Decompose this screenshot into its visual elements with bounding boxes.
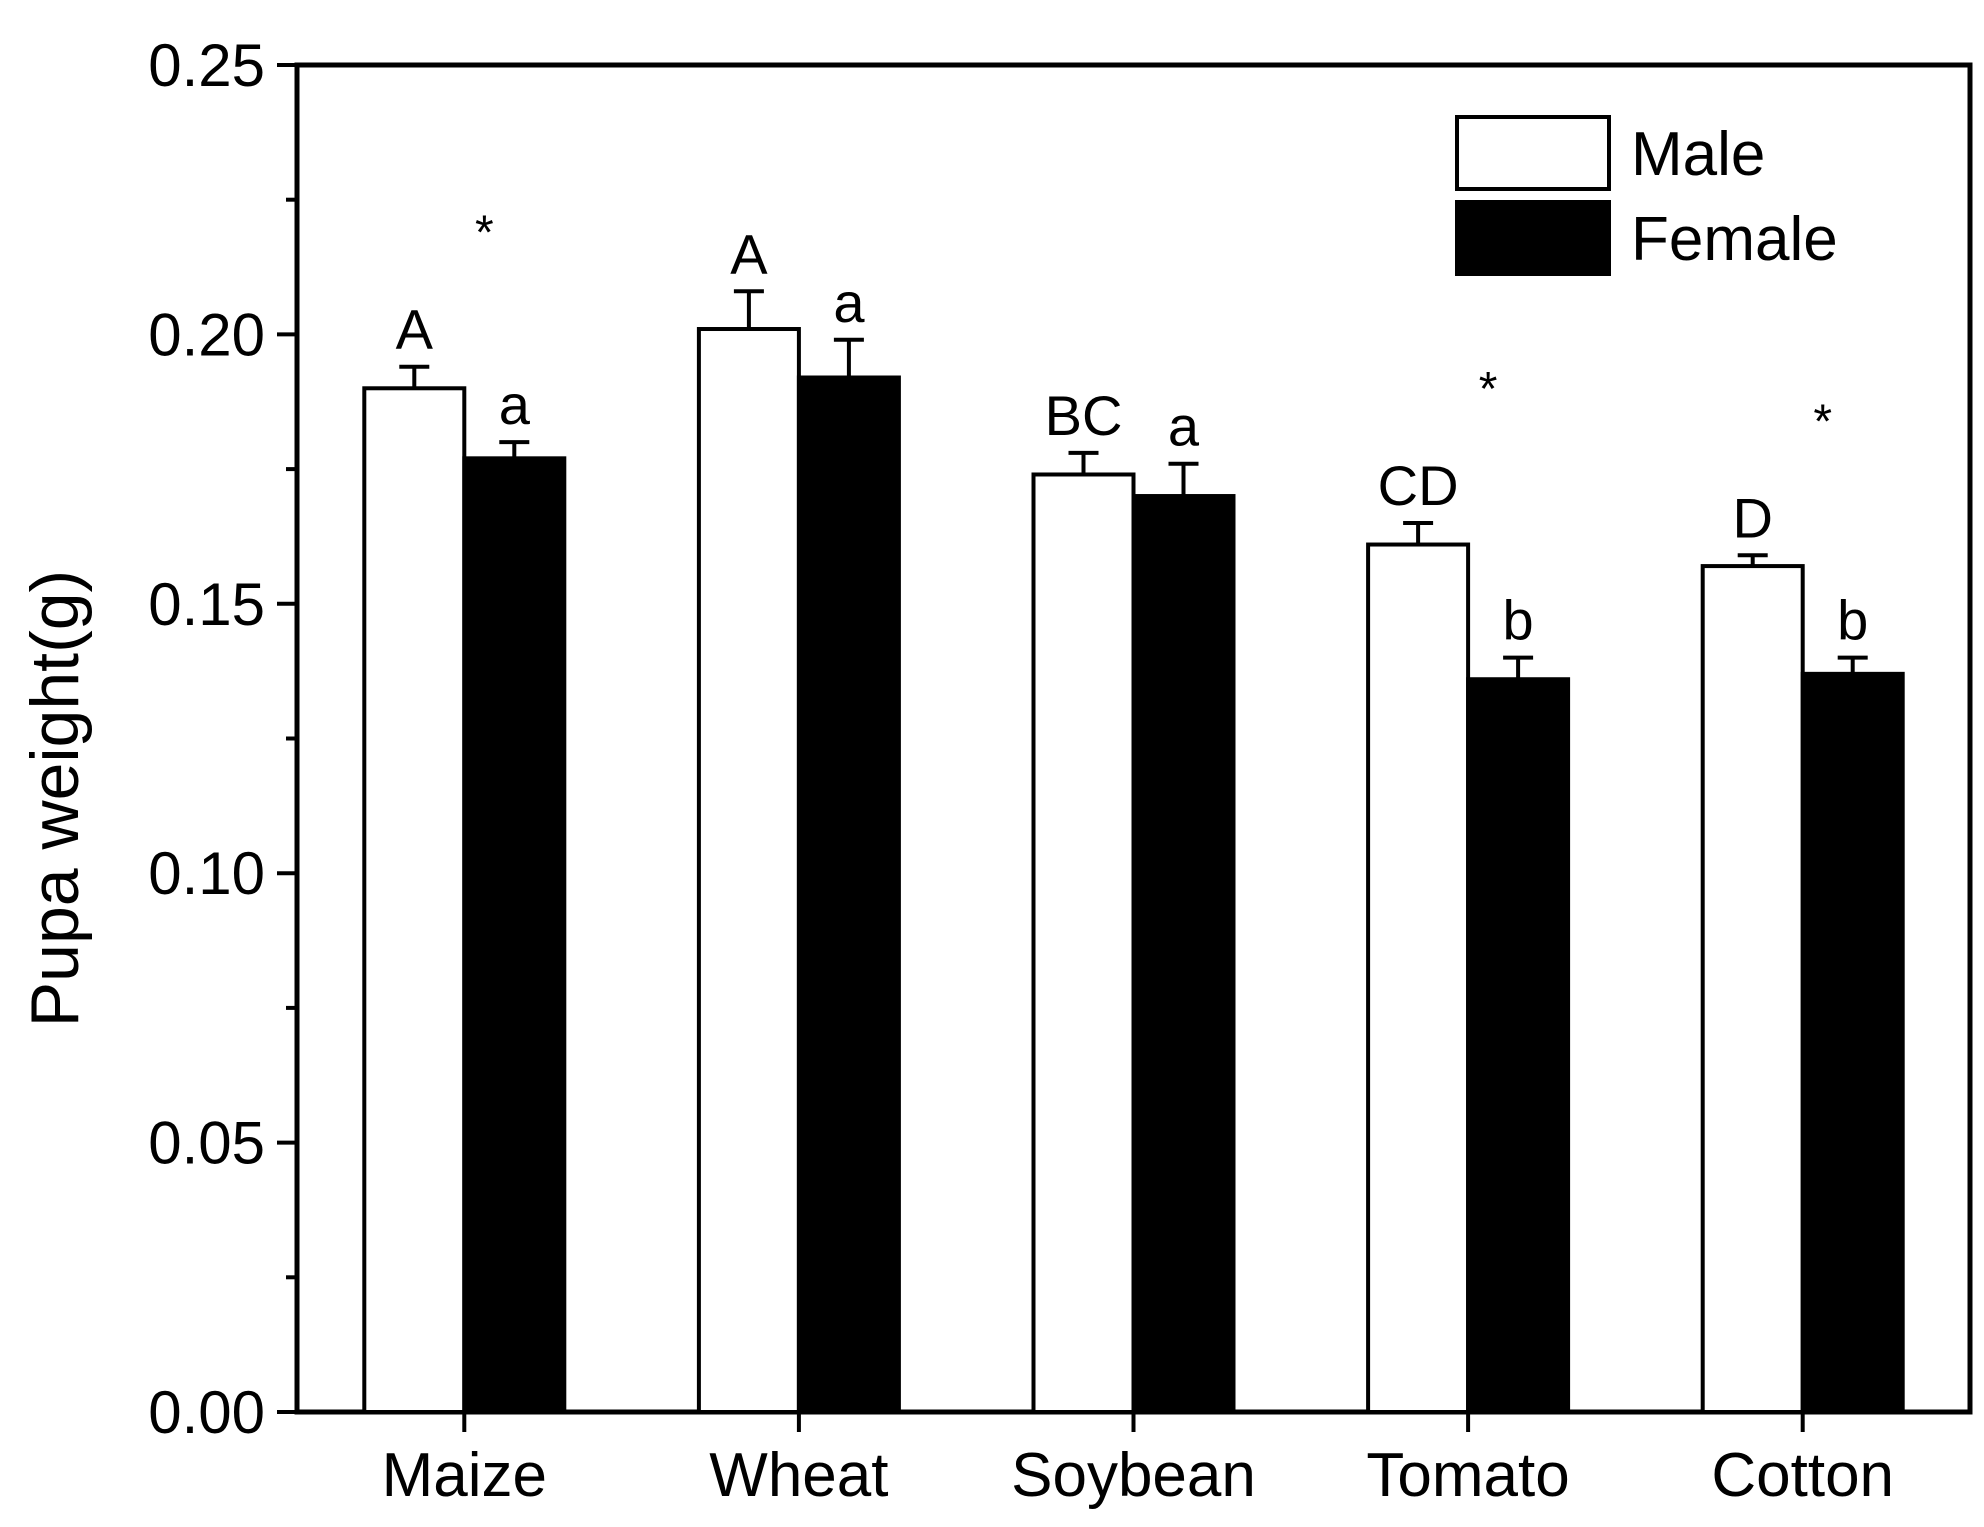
male-letter: CD — [1378, 454, 1459, 517]
female-bar — [1131, 494, 1236, 1415]
y-tick-label: 0.05 — [148, 1110, 265, 1177]
male-letter: D — [1732, 486, 1772, 549]
x-category-label: Maize — [382, 1441, 547, 1510]
female-bar — [1466, 677, 1571, 1414]
x-category-label: Cotton — [1711, 1441, 1894, 1510]
female-letter: a — [833, 271, 865, 334]
female-bar — [796, 375, 901, 1414]
female-bar — [1800, 671, 1905, 1414]
female-letter: a — [499, 373, 531, 436]
female-bar — [462, 456, 567, 1415]
male-letter: A — [730, 222, 768, 285]
female-letter: a — [1168, 395, 1200, 458]
y-axis-title: Pupa weight(g) — [17, 570, 93, 1027]
female-letter: b — [1503, 589, 1534, 652]
legend-label-male: Male — [1631, 120, 1765, 189]
axes-layer: 0.00 0.05 0.10 0.15 0.20 0.25 Pupa weight(g) Ma… — [17, 32, 1973, 1510]
y-tick-label: 0.00 — [148, 1379, 265, 1446]
y-tick-label: 0.10 — [148, 840, 265, 907]
y-tick-label: 0.20 — [148, 301, 265, 368]
legend-label-female: Female — [1631, 205, 1838, 274]
female-letter: b — [1837, 589, 1868, 652]
legend-swatch-male — [1455, 115, 1611, 191]
male-letter: BC — [1045, 384, 1123, 447]
significance-star: * — [1813, 395, 1832, 448]
x-category-label: Tomato — [1366, 1441, 1569, 1510]
legend-swatch-female — [1455, 200, 1611, 276]
male-bar — [696, 327, 801, 1415]
male-bar — [1700, 564, 1805, 1414]
x-category-label: Soybean — [1011, 1441, 1256, 1510]
male-bar — [1366, 542, 1471, 1414]
x-category-label: Wheat — [709, 1441, 888, 1510]
male-letter: A — [396, 298, 434, 361]
male-bar — [362, 386, 467, 1414]
legend: Male Female — [1455, 115, 1838, 276]
labels-layer: Aa * Aa BC a CD b * Db * — [396, 207, 1869, 652]
significance-star: * — [475, 207, 494, 260]
y-tick-label: 0.25 — [148, 32, 265, 99]
bars-layer — [362, 289, 1905, 1415]
significance-star: * — [1479, 363, 1498, 416]
y-tick-label: 0.15 — [148, 571, 265, 638]
male-bar — [1031, 472, 1136, 1415]
